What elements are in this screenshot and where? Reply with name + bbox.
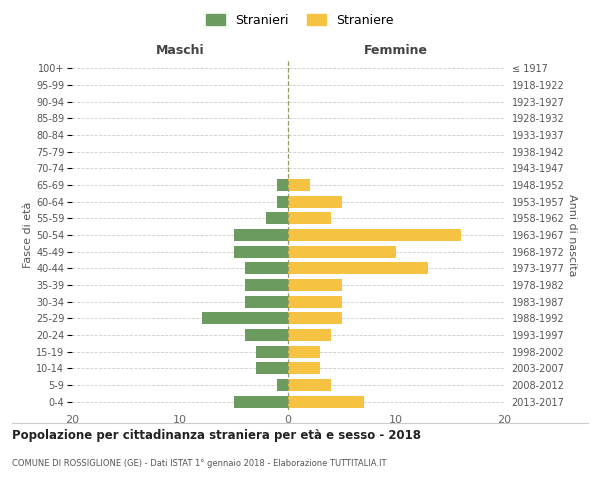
Text: Popolazione per cittadinanza straniera per età e sesso - 2018: Popolazione per cittadinanza straniera p… [12,430,421,442]
Bar [277,196,288,207]
Bar [288,329,331,341]
Bar [288,362,320,374]
Bar [288,229,461,241]
Bar [277,179,288,191]
Bar [288,262,428,274]
Bar [256,346,288,358]
Legend: Stranieri, Straniere: Stranieri, Straniere [202,8,398,32]
Bar [256,362,288,374]
Bar [288,312,342,324]
Bar [288,212,331,224]
Bar [288,396,364,407]
Bar [202,312,288,324]
Y-axis label: Anni di nascita: Anni di nascita [567,194,577,276]
Bar [288,196,342,207]
Bar [288,379,331,391]
Bar [288,279,342,291]
Bar [245,279,288,291]
Text: Maschi: Maschi [155,44,205,57]
Bar [245,296,288,308]
Bar [288,296,342,308]
Bar [234,229,288,241]
Bar [288,179,310,191]
Bar [288,346,320,358]
Text: Femmine: Femmine [364,44,428,57]
Y-axis label: Fasce di età: Fasce di età [23,202,33,268]
Text: COMUNE DI ROSSIGLIONE (GE) - Dati ISTAT 1° gennaio 2018 - Elaborazione TUTTITALI: COMUNE DI ROSSIGLIONE (GE) - Dati ISTAT … [12,458,386,468]
Bar [234,396,288,407]
Bar [234,246,288,258]
Bar [277,379,288,391]
Bar [266,212,288,224]
Bar [288,246,396,258]
Bar [245,262,288,274]
Bar [245,329,288,341]
